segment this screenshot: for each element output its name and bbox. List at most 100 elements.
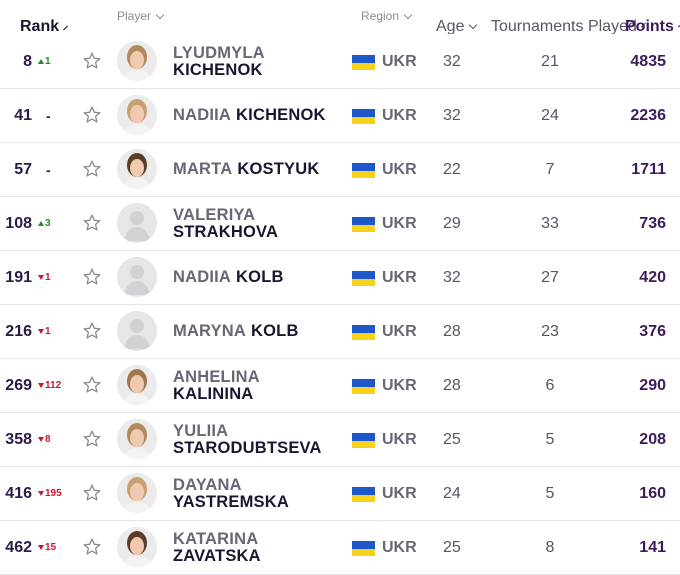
chevron-down-icon (403, 10, 413, 19)
rank-movement: 1 (38, 251, 51, 304)
favorite-star-icon[interactable] (82, 375, 102, 395)
arrow-down-icon (38, 275, 44, 280)
rank-value: 41 (14, 107, 32, 124)
rank-value: 462 (5, 539, 32, 556)
player-age: 25 (443, 539, 461, 556)
country-code: UKR (382, 485, 417, 502)
age-header-label: Age (436, 18, 465, 35)
player-age: 24 (443, 485, 461, 502)
table-row[interactable]: 108 3 VALERIYA STRAKHOVA UKR 29 33 736 (0, 197, 680, 251)
favorite-star-icon[interactable] (82, 159, 102, 179)
favorite-star-icon[interactable] (82, 429, 102, 449)
rank-movement-value: 1 (45, 272, 51, 283)
tournaments-played: 5 (545, 485, 555, 502)
player-name[interactable]: YULIIA STARODUBTSEVA (173, 413, 322, 466)
player-age: 28 (443, 377, 461, 394)
table-row[interactable]: 269 112 ANHELINA KALININA UKR 28 6 290 (0, 359, 680, 413)
player-header-label: Player (117, 9, 152, 23)
sort-player-header[interactable]: Player (117, 9, 165, 23)
player-avatar[interactable] (117, 473, 157, 513)
chevron-down-icon (155, 10, 165, 19)
chevron-up-icon (63, 25, 69, 31)
player-avatar[interactable] (117, 149, 157, 189)
ukraine-flag-icon (352, 109, 375, 124)
ukraine-flag-icon (352, 379, 375, 394)
country-code: UKR (382, 215, 417, 232)
player-avatar[interactable] (117, 527, 157, 567)
player-avatar[interactable] (117, 203, 157, 243)
favorite-star-icon[interactable] (82, 267, 102, 287)
player-points: 208 (639, 431, 666, 448)
sort-tournaments-header[interactable]: Tournaments Played (491, 0, 646, 53)
player-points: 420 (639, 269, 666, 286)
table-row[interactable]: 358 8 YULIIA STARODUBTSEVA UKR 25 5 208 (0, 413, 680, 467)
chevron-down-icon (469, 20, 478, 30)
tournaments-played: 8 (545, 539, 555, 556)
table-row[interactable]: 8 1 LYUDMYLA KICHENOK UKR 32 21 4835 (0, 34, 680, 89)
player-avatar[interactable] (117, 257, 157, 297)
player-name[interactable]: MARTA KOSTYUK (173, 143, 319, 196)
player-name[interactable]: NADIIA KICHENOK (173, 89, 326, 142)
favorite-star-icon[interactable] (82, 321, 102, 341)
player-points: 160 (639, 485, 666, 502)
rank-movement-value: - (46, 107, 51, 124)
player-points: 141 (639, 539, 666, 556)
sort-rank-header[interactable]: Rank (20, 0, 69, 53)
favorite-star-icon[interactable] (82, 51, 102, 71)
sort-age-header[interactable]: Age (436, 0, 478, 53)
table-row[interactable]: 191 1 NADIIA KOLB UKR 32 27 420 (0, 251, 680, 305)
table-row[interactable]: 57- MARTA KOSTYUK UKR 22 7 1711 (0, 143, 680, 197)
rank-movement: 1 (38, 35, 51, 88)
player-points: 736 (639, 215, 666, 232)
favorite-star-icon[interactable] (82, 537, 102, 557)
player-last-name: KOSTYUK (237, 160, 320, 178)
player-first-name: YULIIA (173, 421, 229, 440)
favorite-star-icon[interactable] (82, 213, 102, 233)
table-row[interactable]: 462 15 KATARINA ZAVATSKA UKR 25 8 141 (0, 521, 680, 575)
player-last-name: YASTREMSKA (173, 492, 289, 511)
rank-value: 57 (14, 161, 32, 178)
rank-movement: 15 (38, 521, 56, 574)
rank-movement: - (46, 143, 51, 196)
player-first-name: DAYANA (173, 475, 242, 494)
table-row[interactable]: 216 1 MARYNA KOLB UKR 28 23 376 (0, 305, 680, 359)
player-first-name: KATARINA (173, 529, 259, 548)
player-last-name: KICHENOK (236, 106, 326, 124)
player-age: 32 (443, 53, 461, 70)
country-code: UKR (382, 431, 417, 448)
player-name[interactable]: LYUDMYLA KICHENOK (173, 35, 265, 88)
sort-region-header[interactable]: Region (361, 9, 413, 23)
player-age: 32 (443, 269, 461, 286)
player-avatar[interactable] (117, 95, 157, 135)
country-code: UKR (382, 107, 417, 124)
player-name[interactable]: KATARINA ZAVATSKA (173, 521, 261, 574)
player-points: 1711 (631, 161, 666, 178)
player-avatar[interactable] (117, 365, 157, 405)
player-age: 29 (443, 215, 461, 232)
tournaments-played: 5 (545, 431, 555, 448)
player-avatar[interactable] (117, 419, 157, 459)
rank-value: 216 (5, 323, 32, 340)
country-code: UKR (382, 53, 417, 70)
player-name[interactable]: NADIIA KOLB (173, 251, 284, 304)
favorite-star-icon[interactable] (82, 105, 102, 125)
table-row[interactable]: 41- NADIIA KICHENOK UKR 32 24 2236 (0, 89, 680, 143)
rank-movement: 195 (38, 467, 62, 520)
rank-movement: 8 (38, 413, 51, 466)
favorite-star-icon[interactable] (82, 483, 102, 503)
player-avatar[interactable] (117, 311, 157, 351)
player-avatar[interactable] (117, 41, 157, 81)
tournaments-played: 21 (541, 53, 559, 70)
rank-movement-value: 1 (45, 56, 51, 67)
country-code: UKR (382, 539, 417, 556)
table-row[interactable]: 416 195 DAYANA YASTREMSKA UKR 24 5 160 (0, 467, 680, 521)
tournaments-played: 23 (541, 323, 559, 340)
country-code: UKR (382, 269, 417, 286)
player-name[interactable]: MARYNA KOLB (173, 305, 299, 358)
player-age: 32 (443, 107, 461, 124)
arrow-up-icon (38, 59, 44, 64)
player-name[interactable]: VALERIYA STRAKHOVA (173, 197, 278, 250)
player-name[interactable]: DAYANA YASTREMSKA (173, 467, 289, 520)
player-name[interactable]: ANHELINA KALININA (173, 359, 260, 412)
sort-points-header[interactable]: Points (625, 0, 680, 53)
